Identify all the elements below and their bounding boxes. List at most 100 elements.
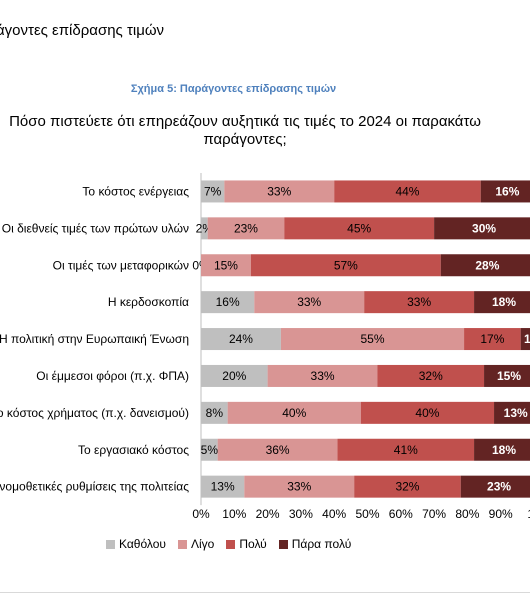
- bar-segment: [484, 364, 530, 387]
- bar-segment: [201, 475, 245, 498]
- category-label: Η κερδοσκοπία: [108, 295, 189, 309]
- legend-swatch: [226, 539, 236, 549]
- category-label: Οι νομοθετικές ρυθμίσεις της πολιτείας: [0, 480, 189, 494]
- bar-segment: [494, 401, 530, 424]
- category-label: Οι έμμεσοι φόροι (π.χ. ΦΠΑ): [36, 369, 189, 383]
- bar-segment: [201, 254, 251, 277]
- bar-segment: [284, 217, 435, 240]
- x-tick-label: 0%: [192, 507, 210, 521]
- x-tick-label: 60%: [389, 507, 413, 521]
- section-heading: άγοντες επίδρασης τιμών: [0, 22, 165, 39]
- bar-segment: [201, 364, 268, 387]
- data-label: 40%: [415, 406, 439, 420]
- data-label: 30%: [472, 221, 496, 235]
- data-label: 41%: [394, 443, 418, 457]
- bar-segment: [201, 180, 225, 203]
- data-label: 8%: [206, 406, 224, 420]
- legend-item: Πάρα πολύ: [278, 537, 352, 551]
- data-label: 13%: [504, 406, 528, 420]
- data-label: 32%: [395, 480, 419, 494]
- data-label: 57%: [334, 258, 358, 272]
- x-tick-label: 90%: [489, 507, 513, 521]
- data-label: 36%: [266, 443, 290, 457]
- bar-segment: [250, 254, 441, 277]
- data-label: 15%: [214, 258, 238, 272]
- data-label: 33%: [407, 295, 431, 309]
- data-label: 16%: [216, 295, 240, 309]
- data-label: 17%: [480, 332, 504, 346]
- bar-segment: [377, 364, 485, 387]
- legend-swatch: [278, 539, 288, 549]
- category-label: Το κόστος χρήματος (π.χ. δανεισμού): [0, 406, 189, 420]
- data-label: 40%: [282, 406, 306, 420]
- data-label: 24%: [229, 332, 253, 346]
- data-label: 20%: [222, 369, 246, 383]
- data-label: 55%: [360, 332, 384, 346]
- bar-segment: [434, 217, 530, 240]
- x-tick-label: 50%: [355, 507, 379, 521]
- bar-segment: [227, 401, 361, 424]
- bar-segment: [364, 291, 475, 314]
- data-label: 5%: [201, 443, 219, 457]
- data-label: 13%: [211, 480, 235, 494]
- x-tick-label: 20%: [256, 507, 280, 521]
- x-tick-label: 70%: [422, 507, 446, 521]
- bar-segment: [520, 328, 530, 351]
- bar-segment: [460, 475, 530, 498]
- legend-item: Λίγο: [177, 537, 215, 551]
- data-label: 7%: [204, 184, 222, 198]
- bar-segment: [464, 328, 521, 351]
- legend-item: Καθόλου: [106, 537, 166, 551]
- bar-segment: [201, 217, 208, 240]
- bar-segment: [474, 438, 530, 461]
- x-tick-label: 10: [527, 507, 530, 521]
- bottom-divider: [0, 592, 530, 593]
- data-label: 44%: [395, 184, 419, 198]
- chart-legend: Καθόλου Λίγο Πολύ Πάρα πολύ: [106, 537, 351, 551]
- data-label: 45%: [347, 221, 371, 235]
- bar-segment: [244, 475, 355, 498]
- x-tick-label: 30%: [289, 507, 313, 521]
- category-label: Οι τιμές των μεταφορικών: [53, 258, 189, 272]
- legend-label: Πολύ: [239, 537, 267, 551]
- data-label: 23%: [234, 221, 258, 235]
- legend-item: Πολύ: [226, 537, 267, 551]
- data-label: 15%: [497, 369, 521, 383]
- data-label: 32%: [419, 369, 443, 383]
- category-label: Το κόστος ενέργειας: [82, 184, 189, 198]
- bar-segment: [254, 291, 365, 314]
- bar-segment: [334, 180, 481, 203]
- data-label: 1: [524, 332, 530, 346]
- x-tick-label: 80%: [455, 507, 479, 521]
- figure-caption: Σχήμα 5: Παράγοντες επίδρασης τιμών: [130, 83, 337, 95]
- x-tick-label: 10%: [222, 507, 246, 521]
- bar-segment: [201, 401, 228, 424]
- legend-label: Καθόλου: [119, 537, 166, 551]
- bar-segment: [280, 328, 465, 351]
- data-label: 16%: [495, 184, 519, 198]
- data-label: 18%: [492, 443, 516, 457]
- bar-segment: [224, 180, 335, 203]
- bar-segment: [354, 475, 461, 498]
- bar-segment: [474, 291, 530, 314]
- bar-segment: [440, 254, 530, 277]
- category-label: Η πολιτική στην Ευρωπαική Ένωση: [0, 332, 189, 346]
- chart-title: Πόσο πιστεύετε ότι επηρεάζουν αυξητικά τ…: [0, 113, 490, 149]
- category-label: Οι διεθνείς τιμές των πρώτων υλών: [2, 221, 189, 235]
- bar-segment: [201, 291, 255, 314]
- legend-label: Πάρα πολύ: [291, 537, 352, 551]
- bar-segment: [337, 438, 475, 461]
- bar-segment: [217, 438, 338, 461]
- chart-title-line-1: Πόσο πιστεύετε ότι επηρεάζουν αυξητικά τ…: [9, 113, 481, 130]
- legend-label: Λίγο: [190, 537, 215, 551]
- chart-title-line-2: παράγοντες;: [203, 131, 287, 148]
- data-label: 23%: [487, 480, 511, 494]
- data-label: 33%: [297, 295, 321, 309]
- x-tick-label: 40%: [322, 507, 346, 521]
- legend-swatch: [106, 539, 115, 549]
- bar-segment: [267, 364, 378, 387]
- data-label: 33%: [287, 480, 311, 494]
- bar-segment: [201, 328, 281, 351]
- data-label: 18%: [492, 295, 516, 309]
